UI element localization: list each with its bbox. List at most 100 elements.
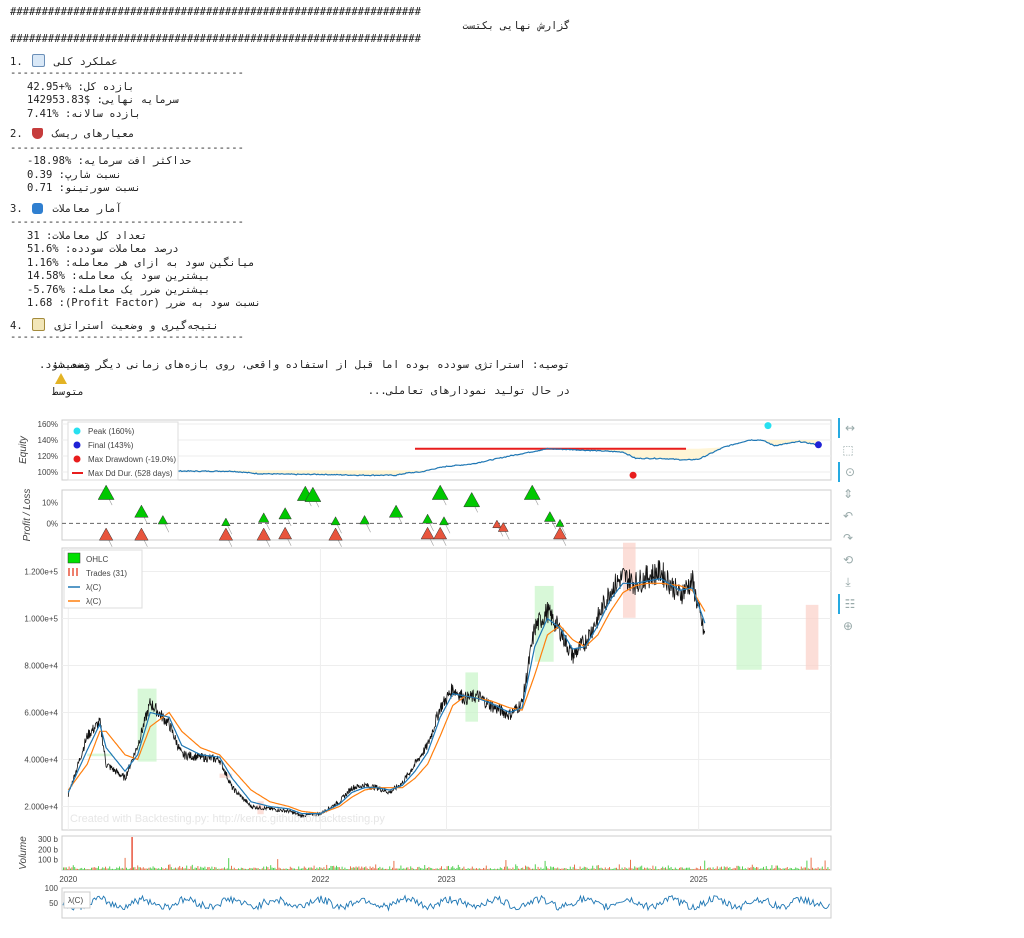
volume-bar (448, 865, 449, 870)
volume-bar (659, 869, 661, 870)
volume-bar (289, 866, 291, 870)
pl-tick-label: 10% (42, 499, 58, 508)
volume-bar (64, 867, 66, 870)
pan-icon[interactable]: ↔ (838, 418, 860, 438)
undo-icon[interactable]: ↶ (842, 509, 854, 523)
wheel-pan-icon[interactable]: ⇕ (842, 487, 854, 501)
backtest-chart[interactable]: 160% 140% 120% 100% Peak (160%) Final (143%) M… (0, 412, 870, 932)
volume-bar (106, 868, 108, 870)
volume-bar (732, 868, 734, 870)
volume-bar (618, 864, 620, 870)
volume-bar (509, 868, 511, 870)
oscillator-tick-label: 50 (49, 899, 58, 908)
equity-tick-label: 120% (38, 452, 58, 461)
volume-bar (695, 867, 697, 870)
volume-bar (574, 864, 575, 870)
volume-bar (291, 867, 293, 870)
volume-bar (414, 869, 416, 870)
metric-value: 51.6 (27, 243, 53, 255)
volume-bar (681, 867, 683, 870)
volume-bar (442, 869, 444, 870)
volume-bar (176, 868, 178, 870)
volume-bar (634, 866, 636, 870)
volume-bar (564, 868, 566, 870)
reset-icon[interactable]: ⟲ (842, 553, 854, 567)
equity-legend-label: Max Drawdown (-19.0%) (88, 455, 176, 464)
volume-bar (498, 868, 500, 870)
volume-bar (819, 868, 820, 870)
volume-bar (462, 868, 463, 870)
volume-bar (302, 868, 304, 870)
volume-bar (403, 868, 405, 870)
volume-bar (312, 868, 314, 870)
volume-bar (327, 868, 329, 870)
metric-label: نسبت سود به ضرر (Profit Factor): (58, 297, 261, 309)
box-zoom-icon[interactable]: ⬚ (842, 443, 854, 457)
volume-tick-label: 200 b (38, 845, 59, 854)
volume-tick-label: 100 b (38, 856, 59, 865)
volume-bar (586, 867, 588, 870)
volume-bar (572, 867, 574, 870)
volume-bar (236, 869, 238, 870)
volume-bar (457, 864, 459, 870)
volume-bar (754, 868, 756, 870)
volume-bar (231, 865, 232, 870)
volume-bar (575, 868, 577, 870)
metric-row: 0.71 نسبت سورتینو: (10, 182, 570, 196)
volume-bar (551, 867, 553, 870)
equity-legend-label: Peak (160%) (88, 427, 135, 436)
volume-bar (77, 868, 78, 870)
volume-bar (803, 867, 805, 870)
volume-spike (131, 837, 133, 870)
volume-bar (536, 869, 538, 870)
wheel-zoom-icon[interactable]: ⊙ (838, 462, 860, 482)
volume-bar (322, 868, 323, 870)
volume-bar (232, 868, 234, 870)
redo-icon[interactable]: ↷ (842, 531, 854, 545)
volume-bar (438, 869, 440, 870)
volume-bar (350, 866, 351, 870)
volume-bar (484, 868, 486, 870)
equity-axis-label: Equity (18, 435, 29, 464)
volume-bar (655, 866, 657, 870)
crosshair-icon[interactable]: ⊕ (842, 619, 854, 633)
volume-bar (197, 866, 199, 870)
trade-loss-marker (492, 519, 502, 529)
ohlc-tick-label: 1.200e+5 (24, 568, 58, 577)
volume-bar (511, 869, 512, 870)
volume-bar (768, 869, 770, 870)
volume-bar (189, 869, 190, 870)
volume-bar (537, 866, 539, 870)
volume-bar (736, 865, 738, 870)
equity-tick-label: 160% (38, 420, 58, 429)
volume-bar (512, 867, 514, 870)
volume-bar (649, 868, 651, 870)
volume-bar (211, 866, 213, 870)
legend-swatch (67, 552, 81, 564)
volume-bar (758, 869, 760, 870)
volume-bar (81, 867, 83, 870)
volume-bar (620, 869, 622, 870)
trade-loss-marker (256, 527, 271, 541)
volume-bar (669, 868, 671, 870)
volume-bar (429, 867, 431, 870)
volume-bar (127, 869, 129, 870)
volume-bar (583, 866, 585, 870)
volume-bar (774, 868, 776, 870)
volume-bar (123, 868, 125, 870)
volume-bar (708, 867, 710, 870)
volume-bar (256, 868, 258, 870)
volume-bar (267, 867, 269, 870)
volume-bar (767, 868, 769, 870)
save-icon[interactable]: ⤓ (845, 575, 851, 589)
final-marker (814, 441, 822, 449)
volume-bar (824, 860, 826, 870)
volume-bar (609, 867, 610, 870)
volume-bar (284, 868, 286, 870)
volume-bar (807, 868, 809, 870)
hover-icon[interactable]: ☷ (838, 594, 860, 614)
volume-bar (652, 865, 654, 870)
x-tick-label: 2023 (438, 875, 456, 884)
trade-profit-marker (258, 512, 270, 523)
volume-bar (277, 859, 279, 870)
